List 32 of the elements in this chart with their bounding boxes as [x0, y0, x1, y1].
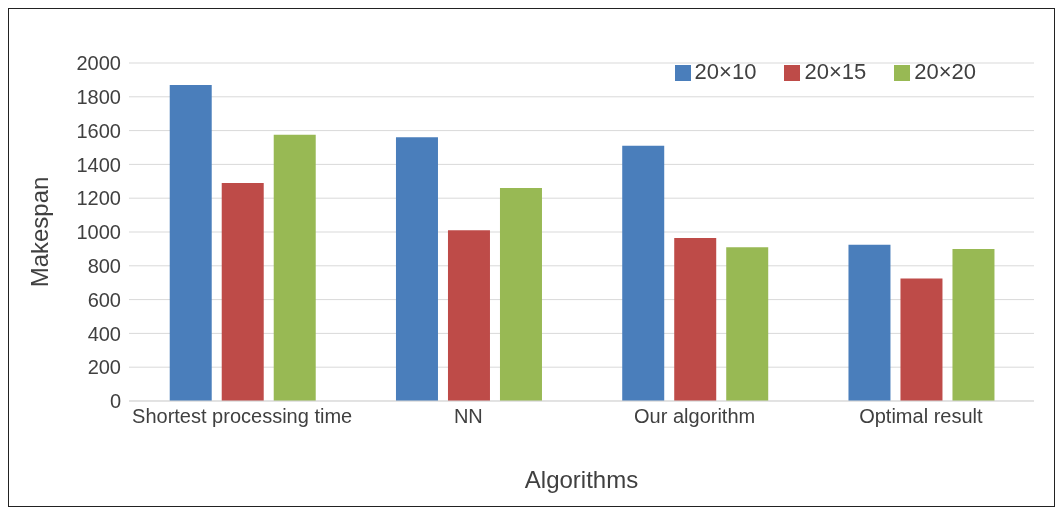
bar	[447, 230, 490, 401]
bar	[499, 188, 542, 401]
y-tick-label: 2000	[76, 52, 121, 75]
x-tick-label: Our algorithm	[634, 405, 756, 427]
bar	[169, 84, 212, 401]
x-tick-label: Optimal result	[859, 405, 983, 427]
legend-label: 20×10	[694, 59, 757, 84]
y-tick-label: 600	[87, 288, 121, 311]
x-tick-label: NN	[453, 405, 483, 427]
y-tick-label: 800	[87, 254, 121, 277]
legend-label: 20×20	[914, 59, 976, 84]
y-tick-label: 1000	[76, 221, 121, 244]
bar	[674, 237, 717, 401]
bar	[273, 134, 316, 401]
legend-label: 20×15	[804, 59, 867, 84]
y-tick-label: 400	[87, 322, 121, 345]
x-axis-title: Algorithms	[524, 466, 639, 493]
x-tick-label: Shortest processing time	[132, 405, 353, 427]
y-tick-label: 1600	[76, 119, 121, 142]
bar	[726, 247, 769, 401]
bar	[900, 278, 943, 401]
bar	[395, 137, 438, 401]
y-tick-label: 0	[109, 390, 121, 413]
y-tick-label: 1200	[76, 187, 121, 210]
y-axis-title: Makespan	[25, 176, 53, 288]
y-tick-label: 200	[87, 356, 121, 379]
bar	[848, 244, 891, 401]
y-tick-label: 1800	[76, 85, 121, 108]
bar	[221, 182, 264, 401]
bar	[952, 248, 995, 401]
y-tick-label: 1400	[76, 153, 121, 176]
bar	[622, 145, 665, 401]
